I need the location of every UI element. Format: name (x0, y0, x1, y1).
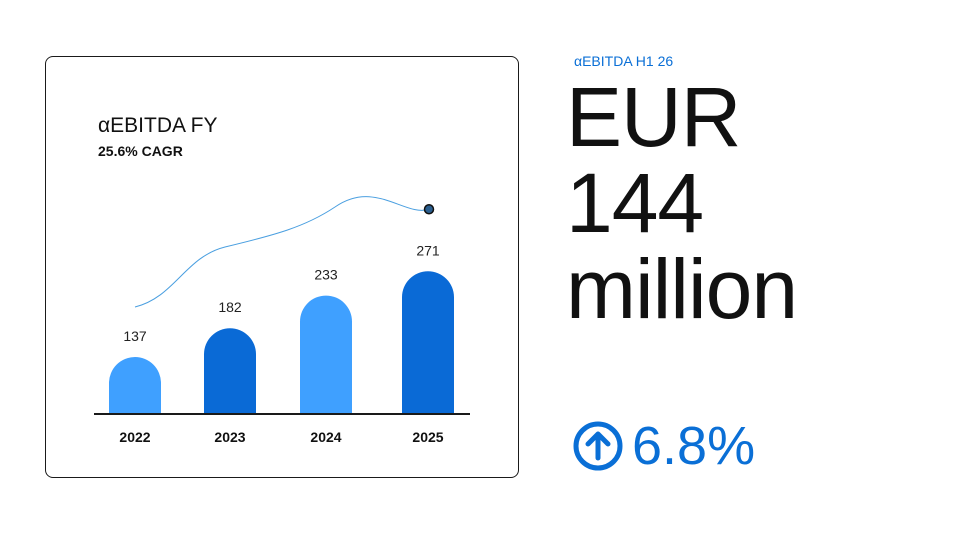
bar-2023 (204, 328, 256, 414)
x-tick-label-2022: 2022 (119, 429, 150, 445)
chart-title: αEBITDA FY (98, 114, 218, 137)
kpi-value-line: million (566, 242, 798, 336)
data-label-2022: 137 (123, 328, 147, 344)
x-tick-label-2025: 2025 (412, 429, 443, 445)
kpi-label: αEBITDA H1 26 (574, 53, 674, 69)
data-label-2025: 271 (416, 242, 440, 258)
bar-2024 (300, 295, 352, 414)
kpi-value-line: 144 (566, 156, 704, 250)
bar-2025 (402, 271, 454, 414)
bar-chart: 137 2022 182 2023 233 2024 271 2025 (94, 196, 470, 445)
growth-value: 6.8% (632, 416, 756, 476)
trend-line (134, 196, 430, 308)
growth-indicator: 6.8% (572, 418, 755, 474)
data-label-2023: 182 (218, 299, 242, 315)
x-tick-label-2023: 2023 (214, 429, 245, 445)
x-tick-label-2024: 2024 (310, 429, 341, 445)
kpi-value: EUR 144 million (566, 70, 798, 336)
trend-end-marker (423, 204, 435, 215)
chart-card: αEBITDA FY 25.6% CAGR 137 2022 182 2023 233 2… (45, 56, 519, 478)
arrow-up-circle-icon (573, 421, 623, 471)
chart-subtitle: 25.6% CAGR (98, 143, 183, 159)
data-label-2024: 233 (314, 267, 338, 283)
bar-2022 (109, 357, 161, 414)
kpi-value-line: EUR (566, 70, 741, 164)
